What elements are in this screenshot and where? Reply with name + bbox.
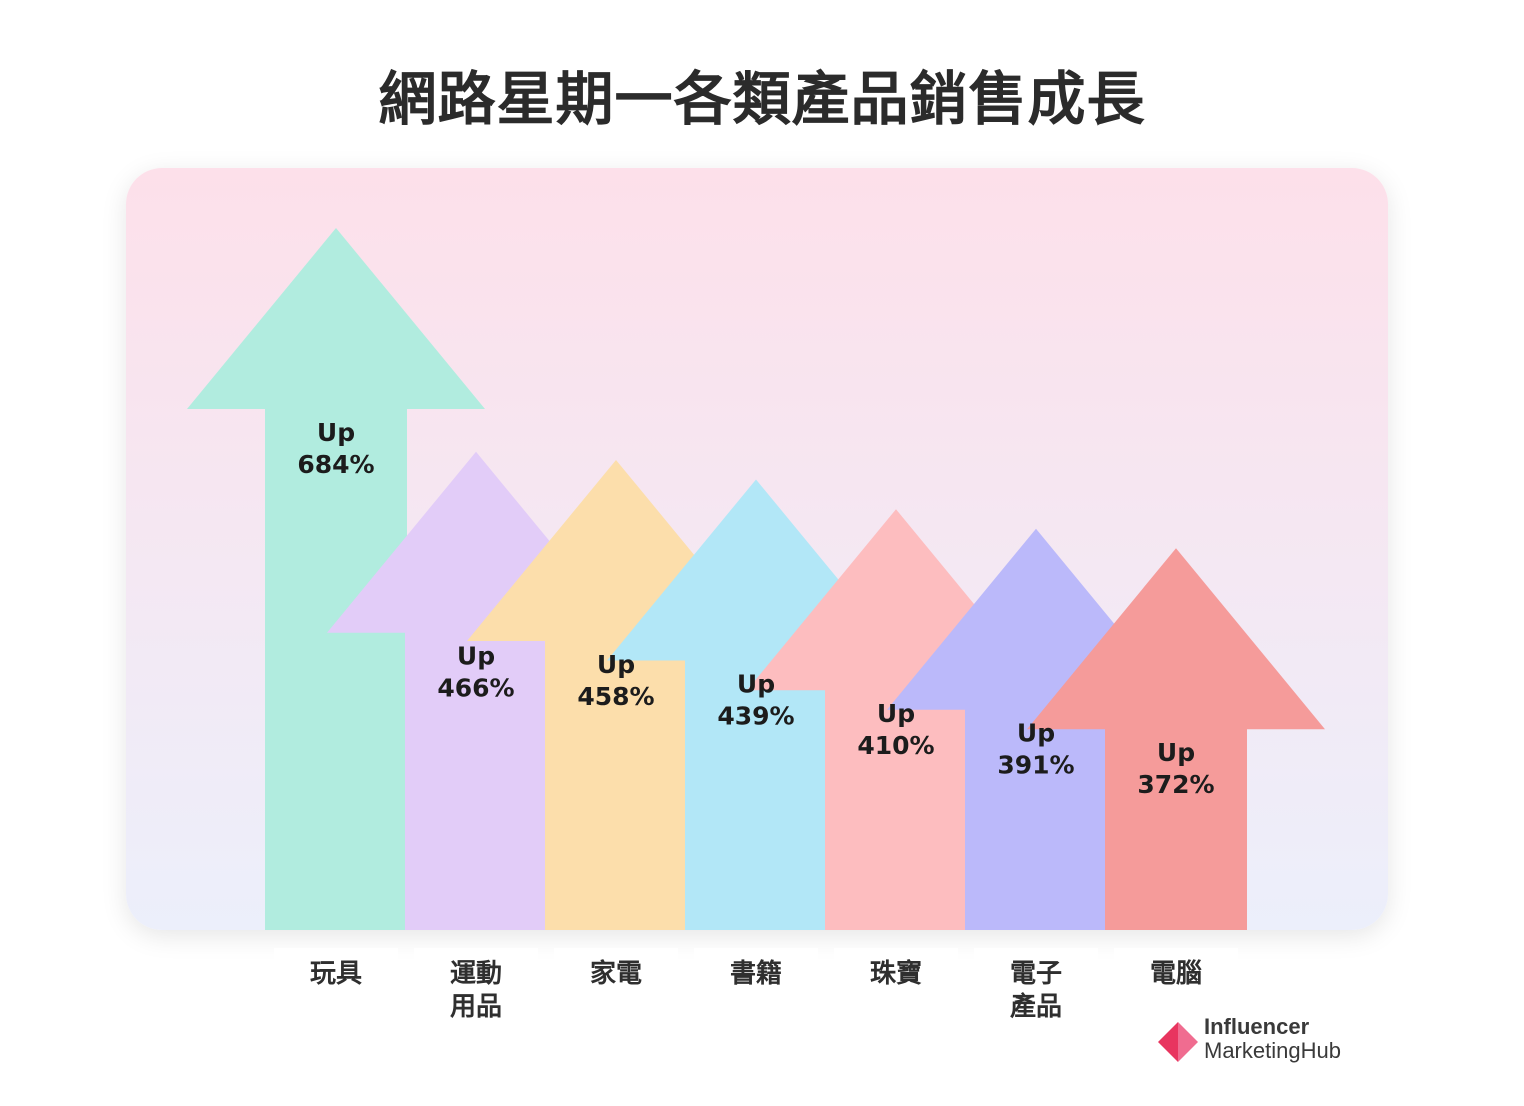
brand-logo: Influencer MarketingHub [1156, 1014, 1386, 1070]
data-label-1: Up 684% [297, 418, 374, 479]
arrow-bar-1 [187, 228, 485, 930]
brand-mark-icon [1158, 1022, 1198, 1062]
category-label-1: 玩具 [274, 948, 398, 995]
category-label-4: 書籍 [694, 948, 818, 995]
category-label-6: 電子 產品 [974, 948, 1098, 1028]
arrow-bar-7 [1027, 548, 1325, 930]
category-label-3: 家電 [554, 948, 678, 995]
data-label-5: Up 410% [857, 699, 934, 760]
data-label-3: Up 458% [577, 650, 654, 711]
data-label-6: Up 391% [997, 719, 1074, 780]
brand-name-line2: MarketingHub [1204, 1038, 1341, 1063]
category-label-2: 運動 用品 [414, 948, 538, 1028]
data-label-7: Up 372% [1137, 738, 1214, 799]
data-label-2: Up 466% [437, 642, 514, 703]
data-label-4: Up 439% [717, 669, 794, 730]
brand-name-line1: Influencer [1204, 1014, 1310, 1039]
category-label-7: 電腦 [1114, 948, 1238, 995]
category-label-5: 珠寶 [834, 948, 958, 995]
chart-title: 網路星期一各類產品銷售成長 [378, 65, 1146, 133]
